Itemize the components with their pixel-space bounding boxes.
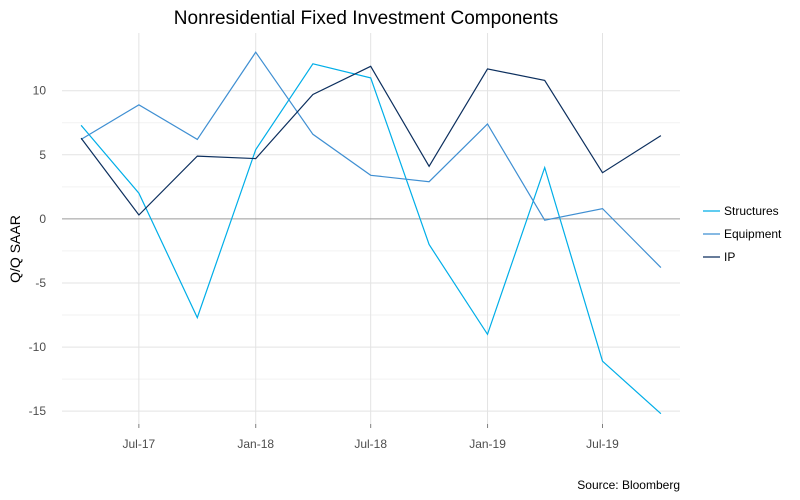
series-lines bbox=[80, 51, 662, 415]
legend: Structures Equipment IP bbox=[703, 204, 782, 264]
legend-label-ip: IP bbox=[724, 250, 735, 264]
legend-label-structures: Structures bbox=[724, 204, 779, 218]
y-tick-label: -10 bbox=[29, 340, 47, 354]
y-tick-label: -15 bbox=[29, 404, 47, 418]
y-tick-label: 10 bbox=[33, 84, 47, 98]
x-tick-label: Jul-17 bbox=[123, 437, 156, 451]
series-line-structures bbox=[80, 63, 662, 415]
y-tick-label: -5 bbox=[35, 276, 46, 290]
y-tick-label: 0 bbox=[39, 212, 46, 226]
x-tick-labels: Jul-17 Jan-18 Jul-18 Jan-19 Jul-19 bbox=[123, 437, 620, 451]
series-line-equipment bbox=[80, 51, 662, 269]
x-tick-label: Jul-19 bbox=[586, 437, 619, 451]
y-axis-label: Q/Q SAAR bbox=[7, 215, 23, 283]
y-tick-label: 5 bbox=[39, 148, 46, 162]
series-line-ip bbox=[80, 65, 662, 216]
source-note: Source: Bloomberg bbox=[577, 478, 680, 492]
x-tick-label: Jan-19 bbox=[469, 437, 506, 451]
x-tick-label: Jul-18 bbox=[354, 437, 387, 451]
chart-title: Nonresidential Fixed Investment Componen… bbox=[174, 8, 558, 29]
y-tick-labels: -15 -10 -5 0 5 10 bbox=[29, 84, 47, 418]
x-gridlines bbox=[138, 33, 604, 428]
x-tick-label: Jan-18 bbox=[237, 437, 274, 451]
legend-label-equipment: Equipment bbox=[724, 227, 782, 241]
